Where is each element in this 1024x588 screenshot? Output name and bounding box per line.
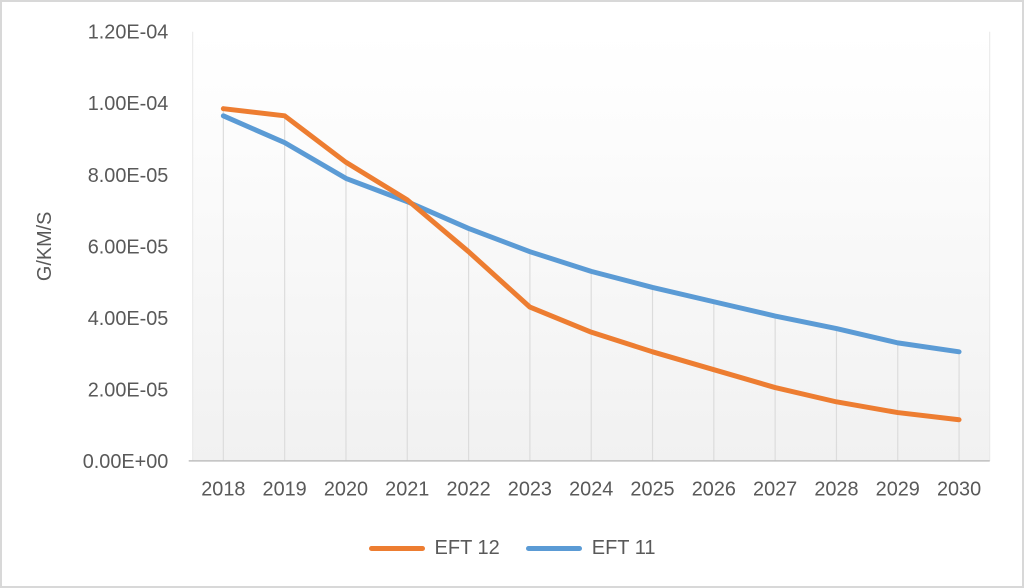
y-axis-title: G/KM/S (34, 212, 56, 282)
x-tick-label: 2023 (508, 479, 552, 501)
y-tick-label: 6.00E-05 (88, 236, 169, 258)
x-tick-label: 2019 (263, 479, 307, 501)
series-line-eft-12 (220, 106, 962, 423)
series-lines (220, 106, 962, 423)
y-tick-label: 8.00E-05 (88, 165, 169, 187)
legend: EFT 12 EFT 11 (2, 537, 1022, 560)
drop-lines (222, 108, 960, 461)
x-tick-label: 2025 (630, 479, 674, 501)
y-tick-label: 0.00E+00 (83, 451, 169, 473)
legend-swatch-eft-12 (368, 546, 425, 551)
legend-label-eft-11: EFT 11 (591, 537, 656, 559)
legend-label-eft-12: EFT 12 (434, 537, 500, 559)
x-tick-label: 2030 (937, 479, 981, 501)
x-tick-label: 2029 (876, 479, 920, 501)
x-axis-tick-labels: 2018 2019 2020 2021 2022 2023 2024 2025 2026 2027… (201, 479, 981, 501)
x-tick-label: 2021 (385, 479, 429, 501)
y-tick-label: 1.20E-04 (88, 22, 169, 44)
x-tick-label: 2024 (569, 479, 613, 501)
y-axis-tick-labels: 0.00E+00 2.00E-05 4.00E-05 6.00E-05 8.00E-05… (83, 22, 169, 473)
y-tick-label: 1.00E-04 (88, 93, 169, 115)
legend-item-eft-11: EFT 11 (525, 537, 656, 560)
legend-swatch-eft-11 (525, 546, 582, 551)
y-axis-title-text: G/KM/S (34, 212, 56, 282)
x-tick-label: 2022 (446, 479, 490, 501)
y-tick-label: 4.00E-05 (88, 308, 169, 330)
y-tick-label: 2.00E-05 (88, 379, 169, 401)
x-tick-label: 2027 (753, 479, 797, 501)
legend-item-eft-12: EFT 12 (368, 537, 500, 560)
x-tick-label: 2018 (201, 479, 245, 501)
x-tick-label: 2028 (814, 479, 858, 501)
x-tick-label: 2020 (324, 479, 368, 501)
series-line-eft-11 (220, 113, 962, 355)
x-tick-label: 2026 (692, 479, 736, 501)
